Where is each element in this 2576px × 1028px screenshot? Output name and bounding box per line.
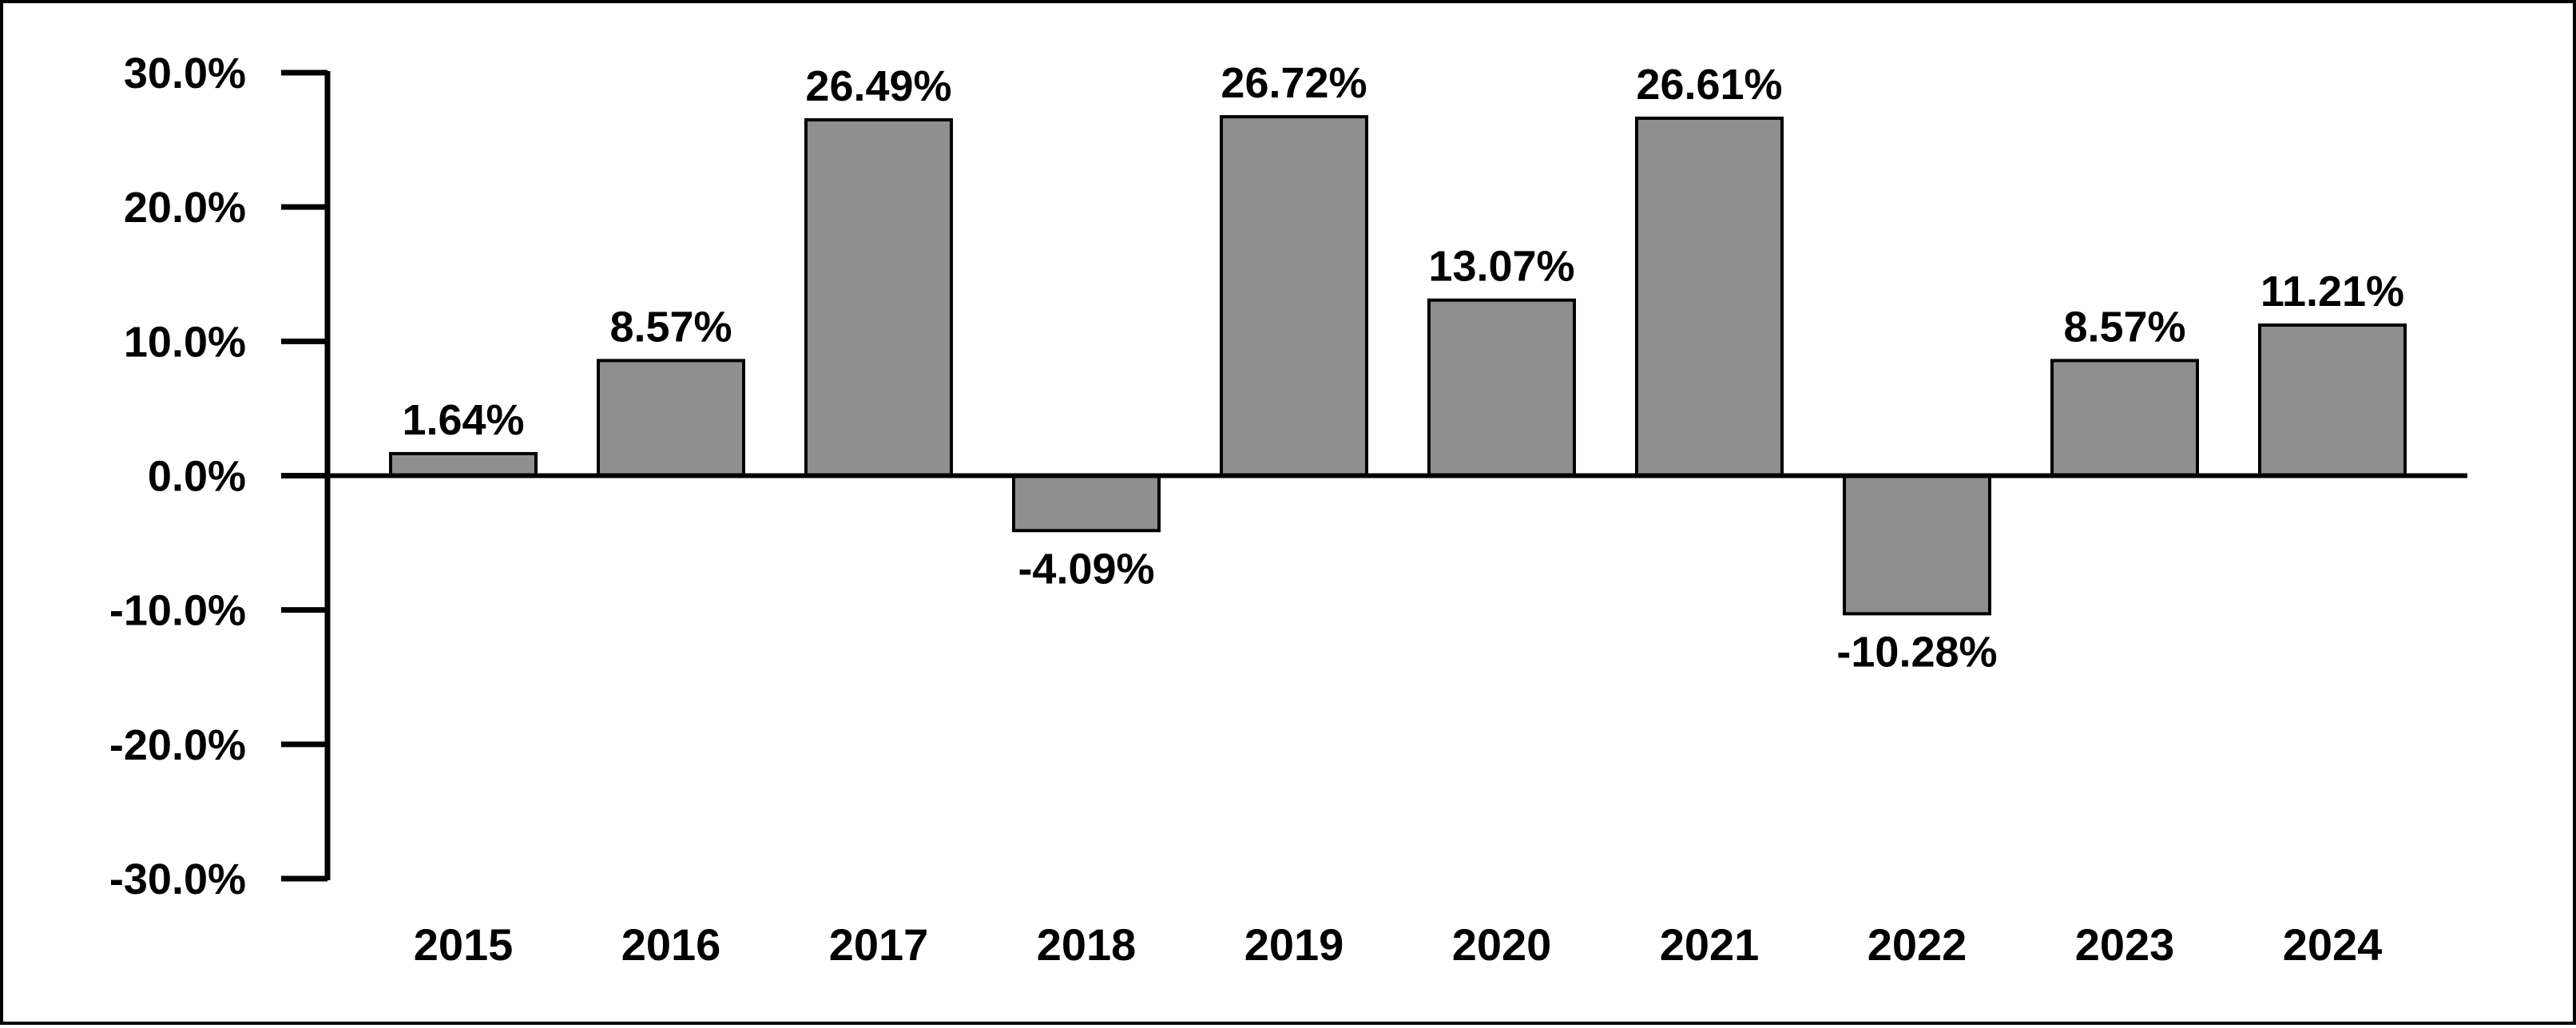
data-label-2022: -10.28% [1836, 628, 1997, 676]
bar-2023 [2050, 359, 2199, 478]
data-label-2023: 8.57% [2063, 303, 2185, 351]
x-tick-label-2019: 2019 [1244, 919, 1344, 970]
axes-group [281, 69, 2467, 882]
y-tick-label: 20.0% [124, 184, 246, 232]
y-tick-label: -20.0% [109, 721, 246, 769]
x-tick-label-2017: 2017 [829, 919, 929, 970]
x-tick-label-2015: 2015 [414, 919, 514, 970]
bar-2018 [1012, 474, 1161, 533]
data-label-2020: 13.07% [1428, 243, 1574, 291]
bar-2024 [2258, 323, 2407, 478]
bars-group [389, 115, 2407, 616]
y-tick-label: 30.0% [124, 50, 246, 97]
x-tick-label-2018: 2018 [1037, 919, 1137, 970]
x-tick-label-2023: 2023 [2075, 919, 2175, 970]
y-tick-label: 10.0% [124, 318, 246, 366]
bar-2020 [1427, 298, 1576, 478]
bar-chart: 1.64% 2015 8.57% 2016 26.49% 2017 -4.09% 2018 26… [109, 50, 2467, 970]
labels-group: 1.64% 2015 8.57% 2016 26.49% 2017 -4.09% 2018 26… [109, 50, 2404, 970]
x-tick-label-2020: 2020 [1452, 919, 1552, 970]
x-tick-label-2016: 2016 [621, 919, 721, 970]
data-label-2015: 1.64% [402, 396, 524, 444]
data-label-2021: 26.61% [1636, 61, 1782, 109]
bar-2016 [597, 359, 745, 478]
y-tick-label: -30.0% [109, 855, 246, 903]
x-tick-label-2024: 2024 [2283, 919, 2383, 970]
y-tick-label: 0.0% [148, 453, 246, 501]
bar-2015 [389, 451, 538, 478]
data-label-2017: 26.49% [805, 62, 951, 110]
x-tick-label-2022: 2022 [1868, 919, 1967, 970]
y-tick-label: -10.0% [109, 587, 246, 635]
x-tick-label-2021: 2021 [1660, 919, 1760, 970]
data-label-2019: 26.72% [1221, 59, 1367, 107]
bar-2021 [1635, 117, 1784, 478]
bar-2022 [1843, 474, 1991, 616]
data-label-2024: 11.21% [2260, 268, 2404, 316]
bar-2019 [1220, 115, 1368, 478]
bar-2017 [804, 118, 953, 478]
data-label-2018: -4.09% [1018, 545, 1154, 593]
data-label-2016: 8.57% [609, 303, 732, 351]
